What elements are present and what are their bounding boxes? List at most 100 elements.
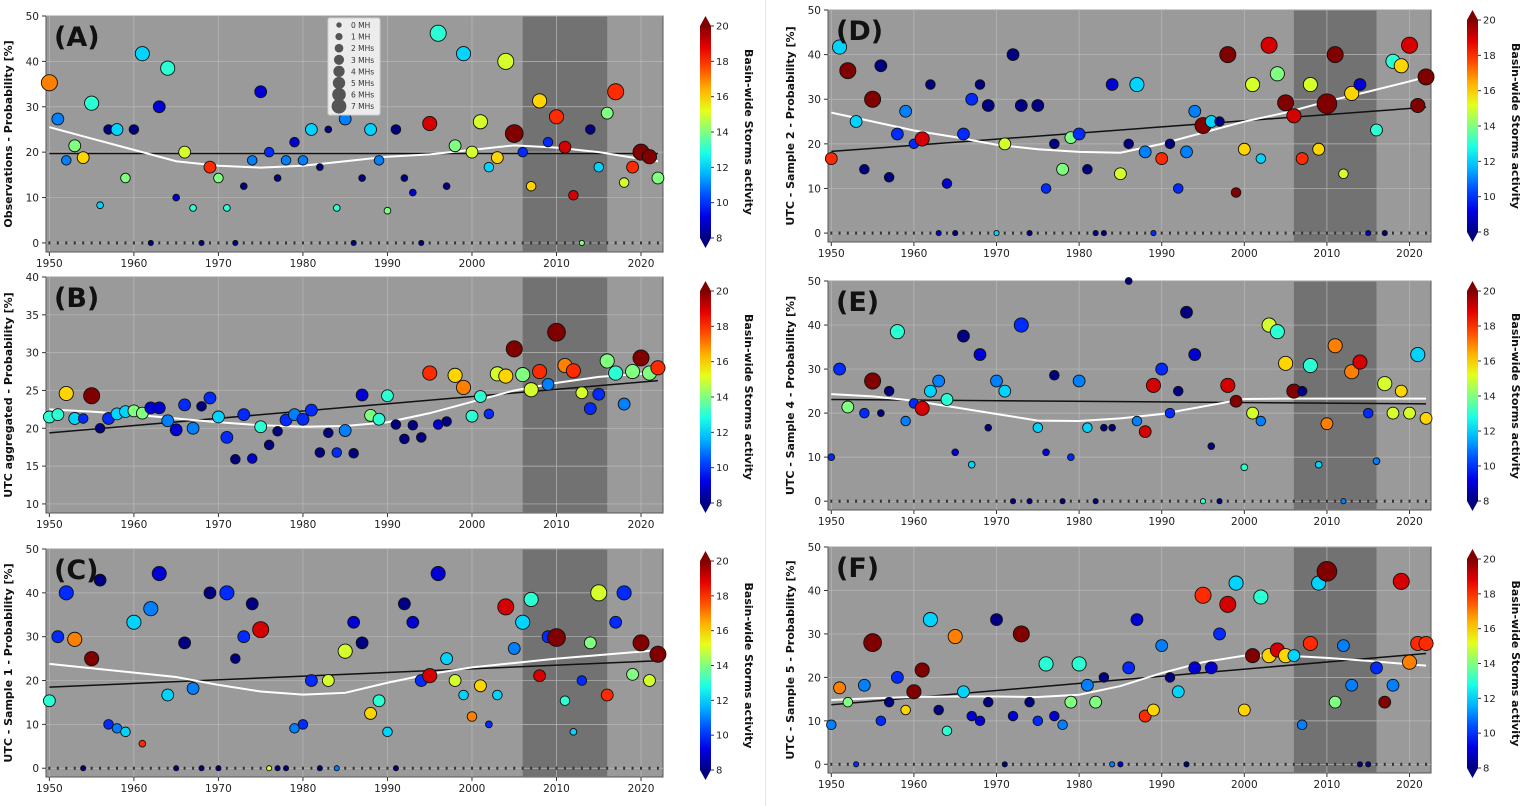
- data-point: [1237, 142, 1251, 156]
- zero-marker: [521, 766, 524, 770]
- data-point: [96, 201, 104, 210]
- data-point: [297, 719, 309, 730]
- data-point: [246, 453, 258, 464]
- data-point: [1353, 78, 1367, 91]
- zero-marker: [623, 241, 626, 245]
- zero-marker: [259, 766, 262, 770]
- data-point: [547, 628, 566, 647]
- colorbar-tick-label: 16: [716, 92, 729, 103]
- data-point: [220, 430, 234, 444]
- data-point: [1344, 85, 1360, 101]
- zero-marker: [888, 231, 891, 235]
- zero-marker: [48, 766, 51, 770]
- data-point: [422, 668, 438, 684]
- data-point: [466, 711, 478, 722]
- colorbar-gradient: [1467, 20, 1478, 232]
- zero-marker: [1185, 231, 1188, 235]
- data-point: [853, 761, 860, 768]
- data-point: [1302, 76, 1318, 93]
- zero-marker: [369, 241, 372, 245]
- data-point: [1183, 761, 1190, 768]
- colorbar: 8 10 12 14 16 18 20 Basin-wide Storms activity: [1467, 10, 1522, 242]
- zero-marker: [563, 766, 566, 770]
- data-point: [120, 172, 131, 184]
- zero-marker: [1408, 231, 1411, 235]
- data-point: [186, 421, 200, 435]
- linear-trend-line: [49, 660, 658, 688]
- zero-marker: [970, 499, 973, 503]
- data-point: [297, 155, 309, 166]
- data-point: [857, 678, 871, 692]
- data-point: [547, 322, 566, 342]
- zero-marker: [896, 231, 899, 235]
- panel-c: 1950 1960 1970 1980 1990 2000 2010 202001020304…: [2, 544, 755, 795]
- zero-marker: [921, 499, 924, 503]
- zero-marker: [301, 241, 304, 245]
- x-tick-label: 1960: [901, 248, 928, 260]
- data-point: [1417, 68, 1435, 86]
- y-tick-label: 0: [814, 496, 821, 508]
- data-point: [1207, 442, 1216, 450]
- y-axis-label: UTC aggregated - Probability [%]: [2, 292, 15, 497]
- data-point: [565, 363, 581, 379]
- data-point: [626, 668, 639, 681]
- zero-marker: [242, 766, 245, 770]
- zero-marker: [1292, 499, 1295, 503]
- data-point: [1138, 425, 1152, 439]
- zero-marker: [1259, 231, 1262, 235]
- zero-marker: [1102, 762, 1105, 766]
- zero-marker: [175, 241, 178, 245]
- zero-marker: [1325, 231, 1328, 235]
- zero-marker: [1135, 231, 1138, 235]
- zero-marker: [428, 241, 431, 245]
- zero-marker: [1375, 762, 1378, 766]
- colorbar-tick-label: 8: [716, 499, 722, 510]
- zero-marker: [1078, 499, 1081, 503]
- data-point: [429, 24, 447, 42]
- zero-marker: [1086, 231, 1089, 235]
- data-point: [569, 728, 578, 736]
- zero-marker: [1243, 762, 1246, 766]
- x-tick-label: 1950: [36, 519, 63, 531]
- y-tick-label: 40: [26, 272, 39, 284]
- x-tick-label: 2010: [543, 519, 570, 531]
- zero-marker: [1160, 231, 1163, 235]
- x-tick-label: 1990: [374, 258, 401, 270]
- zero-marker: [879, 762, 882, 766]
- data-point: [609, 615, 623, 629]
- data-point: [1100, 423, 1108, 432]
- zero-marker: [1342, 231, 1345, 235]
- data-point: [51, 112, 65, 126]
- zero-marker: [1325, 499, 1328, 503]
- data-point: [274, 765, 281, 772]
- zero-marker: [954, 762, 957, 766]
- data-point: [1122, 661, 1136, 675]
- colorbar-tick-label: 14: [1483, 392, 1496, 403]
- zero-marker: [1358, 499, 1361, 503]
- y-tick-label: 50: [808, 276, 821, 288]
- zero-marker: [301, 766, 304, 770]
- data-point: [650, 360, 666, 376]
- data-point: [151, 566, 167, 582]
- data-point: [632, 634, 650, 652]
- colorbar-tick-label: 10: [1483, 462, 1496, 473]
- zero-marker: [310, 241, 313, 245]
- x-tick-label: 1990: [1148, 516, 1175, 528]
- legend-marker: [331, 98, 347, 114]
- y-tick-label: 10: [808, 183, 821, 195]
- zero-marker: [1317, 231, 1320, 235]
- data-point: [110, 123, 124, 136]
- data-point: [1213, 627, 1226, 641]
- data-point: [643, 674, 656, 687]
- zero-marker: [656, 241, 659, 245]
- zero-marker: [838, 762, 841, 766]
- y-tick-label: 10: [808, 452, 821, 464]
- data-point: [900, 415, 911, 427]
- zero-marker: [1135, 499, 1138, 503]
- data-point: [178, 636, 192, 650]
- legend-marker: [336, 22, 342, 28]
- zero-marker: [1400, 762, 1403, 766]
- data-point: [832, 39, 848, 55]
- colorbar-extend-min: [1467, 501, 1478, 511]
- zero-marker: [1020, 762, 1023, 766]
